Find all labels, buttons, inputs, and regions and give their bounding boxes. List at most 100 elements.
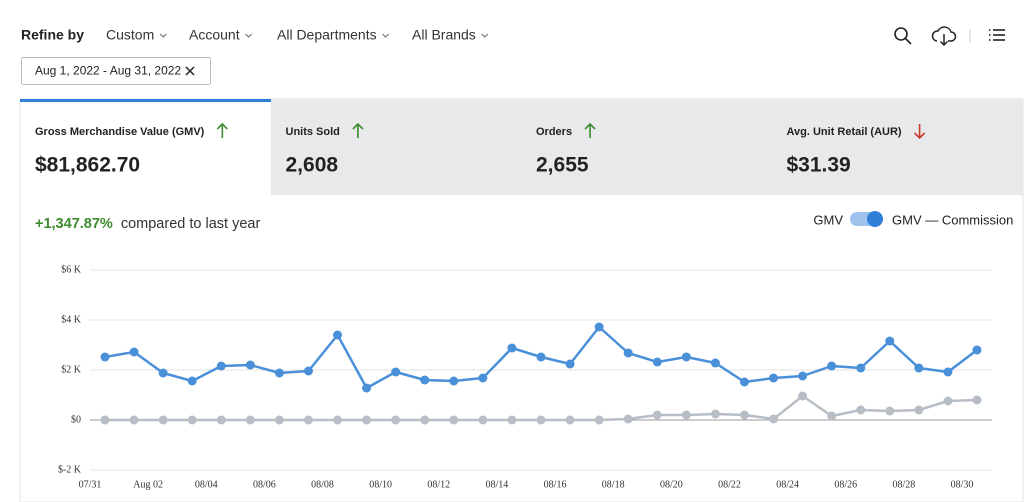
x-tick-label: 08/04 [195,479,218,490]
data-point [681,410,691,420]
chip-close[interactable] [185,66,195,76]
x-tick-label: Aug 02 [133,479,163,490]
list-icon[interactable] [989,29,1005,41]
data-point [914,405,924,415]
data-point [303,415,313,425]
data-point [856,405,866,415]
data-point [739,410,749,420]
data-point [943,367,953,377]
kpi-trend-arrow [584,122,596,138]
data-point [420,415,430,425]
download-icon[interactable] [931,26,957,47]
kpi-value: 2,655 [536,154,589,177]
data-point [158,368,168,378]
data-point [710,358,720,368]
data-point [914,363,924,373]
data-point [827,411,837,421]
x-tick-label: 08/24 [776,479,799,490]
data-point [972,395,982,405]
filter-caret [245,33,253,38]
data-point [303,366,313,376]
kpi-label: Orders [536,126,572,138]
kpi-label: Gross Merchandise Value (GMV) [35,126,205,138]
data-point [129,415,139,425]
x-tick-label: 08/30 [951,479,974,490]
x-tick-label: 07/31 [79,479,102,490]
data-point [885,406,895,416]
kpi-trend-arrow [352,122,364,138]
x-tick-label: 08/10 [369,479,392,490]
data-point [478,415,488,425]
data-point [943,396,953,406]
data-point [972,345,982,355]
x-tick-label: 08/20 [660,479,683,490]
comparison-text: compared to last year [121,216,261,232]
y-tick-label: $-2 K [58,464,82,475]
data-point [623,348,633,358]
data-point [507,343,517,353]
kpi-trend-arrow [216,122,228,138]
x-tick-label: 08/26 [834,479,857,490]
data-point [245,360,255,370]
filter[interactable]: Account [189,27,240,43]
data-point [391,367,401,377]
data-point [798,391,808,401]
kpi-label: Units Sold [286,126,340,138]
filter-caret [382,33,390,38]
x-tick-label: 08/22 [718,479,741,490]
data-point [216,361,226,371]
active-tab-indicator [20,99,271,102]
data-point [507,415,517,425]
x-tick-label: 08/16 [544,479,567,490]
x-tick-label: 08/18 [602,479,625,490]
comparison-change: +1,347.87% [35,216,113,232]
filter-caret [481,33,489,38]
data-point [798,371,808,381]
data-point [391,415,401,425]
data-point [187,376,197,386]
x-tick-label: 08/08 [311,479,334,490]
data-point [681,352,691,362]
search-icon[interactable] [894,27,912,45]
y-tick-label: $2 K [61,364,82,375]
x-tick-label: 08/12 [427,479,450,490]
filter[interactable]: Custom [106,27,154,43]
data-point [362,415,372,425]
toggle-knob[interactable] [867,211,883,227]
data-point [333,415,343,425]
data-point [594,322,604,332]
y-tick-label: $0 [71,414,81,425]
data-point [274,415,284,425]
data-point [100,352,110,362]
data-point [769,373,779,383]
kpis: Gross Merchandise Value (GMV) $81,862.70 U… [35,122,926,177]
data-point [187,415,197,425]
data-point [449,415,459,425]
data-point [100,415,110,425]
filter[interactable]: All Departments [277,27,377,43]
data-point [565,359,575,369]
refine-label: Refine by [21,27,84,43]
data-point [158,415,168,425]
data-point [769,414,779,424]
data-point [565,415,575,425]
data-point [885,336,895,346]
data-point [710,409,720,419]
kpi-value: $31.39 [787,154,851,177]
data-point [420,375,430,385]
x-tick-label: 08/14 [486,479,509,490]
data-point [362,383,372,393]
data-point [827,361,837,371]
toggle-right-label: GMV — Commission [892,212,1013,227]
date-chip[interactable] [21,57,211,85]
filter[interactable]: All Brands [412,27,476,43]
data-point [333,330,343,340]
data-point [652,357,662,367]
kpi-value: $81,862.70 [35,154,140,177]
kpi-value: 2,608 [286,154,339,177]
data-point [739,377,749,387]
y-tick-label: $4 K [61,314,82,325]
data-point [623,414,633,424]
y-tick-label: $6 K [61,264,82,275]
